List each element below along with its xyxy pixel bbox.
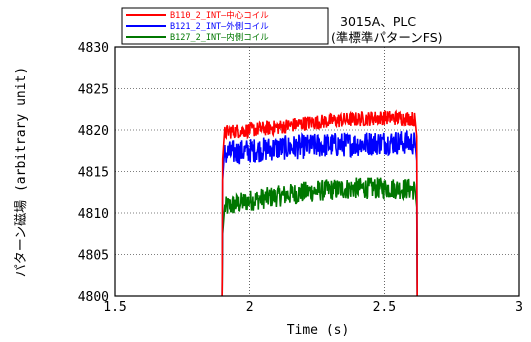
annotation-line-1: 3015A、PLC — [340, 14, 416, 29]
x-tick-label: 1.5 — [103, 300, 126, 315]
series-layer — [221, 109, 418, 297]
tick-labels: 4800 4805 4810 4815 4820 4825 4830 1.5 2 2.5 3 — [78, 41, 523, 315]
legend-label-2: B127_2_INT—内側コイル — [170, 32, 269, 43]
y-tick-label: 4805 — [78, 249, 109, 264]
x-tick-label: 2 — [246, 300, 254, 315]
x-tick-label: 2.5 — [373, 300, 396, 315]
y-tick-label: 4830 — [78, 41, 109, 56]
series-line-1 — [221, 130, 418, 297]
series-line-0 — [221, 109, 418, 297]
y-axis-label: パターン磁場 (arbitrary unit) — [14, 67, 29, 277]
series-line-2 — [221, 177, 418, 297]
y-tick-label: 4820 — [78, 124, 109, 139]
plot-frame — [114, 46, 520, 297]
legend-label-1: B121_2_INT—外側コイル — [170, 21, 269, 32]
y-tick-label: 4815 — [78, 166, 109, 181]
legend: B110_2_INT—中心コイルB121_2_INT—外側コイルB127_2_I… — [121, 7, 329, 45]
y-tick-label: 4825 — [78, 83, 109, 98]
legend-label-0: B110_2_INT—中心コイル — [170, 10, 269, 21]
x-tick-label: 3 — [515, 300, 523, 315]
grid — [114, 46, 520, 297]
annotation-line-2: (準標準パターンFS) — [331, 30, 443, 45]
x-axis-label: Time (s) — [287, 323, 350, 338]
y-tick-label: 4810 — [78, 207, 109, 222]
y-tick-label: 4800 — [78, 290, 109, 305]
